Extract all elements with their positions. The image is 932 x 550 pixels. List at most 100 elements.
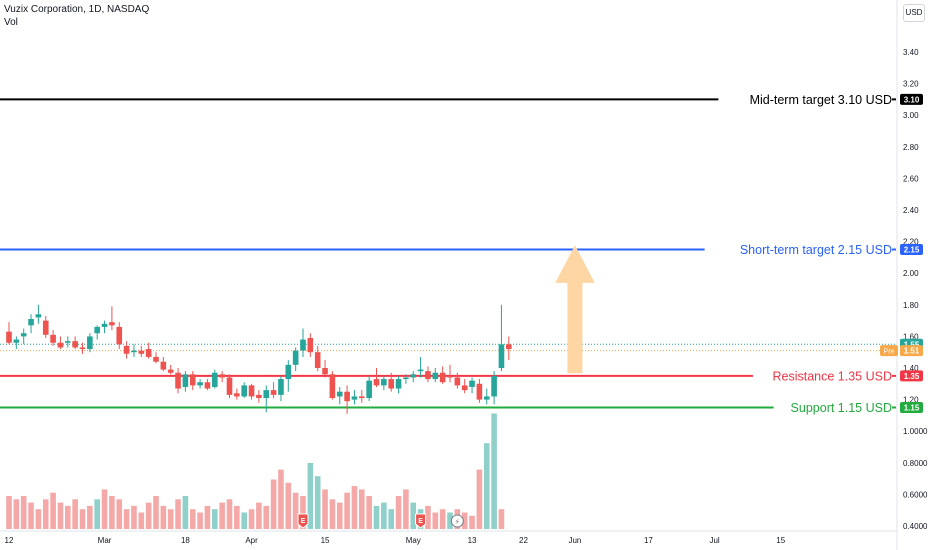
volume-bar [94, 499, 100, 529]
candle-body [366, 380, 372, 399]
volume-bar [425, 505, 431, 529]
volume-bar [447, 512, 453, 529]
volume-bar [189, 509, 196, 529]
x-tick-label: 17 [644, 536, 653, 545]
x-tick-label: May [406, 536, 421, 545]
y-tick-label: 3.40 [903, 48, 919, 57]
y-tick-label: 1.40 [903, 364, 919, 373]
volume-bar [28, 502, 34, 529]
candle-body [322, 368, 328, 375]
candle-body [160, 361, 167, 370]
earnings-marker-label: E [418, 518, 423, 525]
candle-body [204, 382, 211, 389]
candle-body [175, 372, 181, 389]
x-tick-label: 22 [519, 536, 528, 545]
dividend-marker-label: ⚡ [455, 518, 461, 527]
volume-bar [138, 512, 145, 529]
mid-term-target-label: Mid-term target 3.10 USD [750, 93, 892, 107]
candle-body [373, 379, 380, 386]
volume-bar [410, 502, 417, 529]
candle-body [454, 377, 461, 386]
candle-body [395, 379, 402, 389]
candle-body [212, 372, 218, 387]
candle-body [219, 374, 225, 378]
volume-bar [72, 499, 78, 529]
candle-body [307, 337, 314, 353]
candle-body [153, 356, 159, 362]
y-tick-label: 2.60 [903, 174, 919, 183]
y-tick-label: 1.60 [903, 332, 919, 341]
candle-body [498, 344, 505, 368]
pre-market-price-tag-bg [900, 345, 923, 357]
pre-market-badge-bg [880, 345, 898, 357]
candle-body [72, 341, 78, 348]
volume-bar [197, 512, 203, 529]
volume-bar [219, 502, 225, 529]
currency-button[interactable]: USD [903, 4, 925, 22]
candle-body [145, 349, 152, 357]
mid-term-target-price-tag-bg [900, 93, 923, 105]
y-tick-label: 3.20 [903, 80, 919, 89]
candle-body [42, 320, 49, 335]
candle-body [483, 396, 490, 400]
candle-body [410, 374, 417, 378]
earnings-marker [297, 513, 309, 529]
candle-body [506, 344, 512, 350]
volume-bar [42, 499, 49, 529]
volume-bar [50, 492, 56, 529]
support-price-tag-bg [900, 402, 923, 413]
volume-bar [116, 499, 123, 529]
volume-bar [307, 463, 314, 529]
candle-body [79, 347, 86, 350]
candle-body [226, 377, 233, 395]
candle-body [167, 369, 174, 373]
volume-bar [182, 496, 189, 529]
short-term-target-label-bg [704, 241, 892, 258]
symbol-title: Vuzix Corporation, 1D, NASDAQ [4, 4, 150, 15]
volume-bar [234, 505, 240, 529]
mid-term-target-label-bg [718, 91, 892, 108]
volume-bar [351, 486, 358, 529]
volume-bar [285, 482, 292, 529]
pre-market-price-tag: 1.51 [904, 347, 920, 356]
earnings-marker-label: E [301, 518, 306, 525]
volume-bar [461, 512, 468, 529]
candle-body [50, 334, 56, 343]
y-tick-label: 1.20 [903, 396, 919, 405]
projection-arrow [555, 245, 595, 374]
support-price-tag: 1.15 [904, 404, 920, 413]
short-term-target-price-tag: 2.15 [904, 246, 920, 255]
candle-body [359, 396, 365, 399]
volume-bar [373, 505, 380, 529]
volume-bar [469, 515, 475, 529]
x-tick-label: 13 [468, 536, 477, 545]
candle-body [263, 390, 270, 399]
resistance-label: Resistance 1.35 USD [772, 369, 892, 383]
volume-bar [20, 496, 27, 529]
candle-body [101, 323, 108, 327]
candle-body [28, 319, 34, 326]
short-term-target-price-tag-bg [900, 244, 923, 255]
volume-bar [381, 502, 387, 529]
volume-bar [226, 499, 233, 529]
candle-body [403, 377, 409, 380]
x-tick-label: Jun [568, 536, 581, 545]
y-tick-label: 3.00 [903, 111, 919, 120]
volume-bar [359, 489, 365, 529]
candle-body [381, 379, 387, 386]
volume-bar [241, 512, 247, 529]
y-tick-label: 0.8000 [903, 459, 928, 468]
y-tick-label: 2.80 [903, 143, 919, 152]
x-tick-label: Apr [245, 536, 258, 545]
candle-body [94, 326, 100, 334]
volume-bar [263, 505, 270, 529]
volume-bar [79, 509, 86, 529]
resistance-price-tag: 1.35 [904, 372, 920, 381]
volume-bar [278, 469, 284, 529]
candle-body [6, 331, 12, 343]
candle-body [57, 342, 64, 348]
candle-body [336, 391, 343, 397]
volume-bar [35, 509, 42, 529]
